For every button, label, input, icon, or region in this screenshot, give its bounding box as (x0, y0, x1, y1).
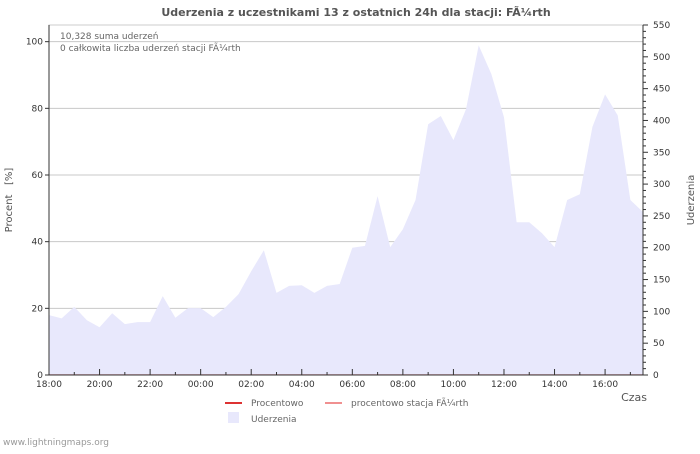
legend: Procentowo procentowo stacja FÃ¼rth Uder… (225, 398, 468, 425)
y-axis-left-label: Procent [%] (4, 168, 15, 233)
x-tick-label: 08:00 (390, 380, 416, 390)
annotation-station: 0 całkowita liczba uderzeń stacji FÃ¼rth (60, 43, 241, 54)
legend-swatch-uderzenia (228, 412, 239, 423)
legend-label-procentowo: Procentowo (251, 399, 304, 409)
right-tick-label: 500 (653, 53, 670, 63)
x-tick-label: 00:00 (188, 380, 214, 390)
left-tick-label: 80 (32, 104, 44, 114)
x-axis-label: Czas (621, 391, 647, 404)
x-tick-label: 06:00 (339, 380, 365, 390)
right-tick-label: 400 (653, 116, 670, 126)
left-tick-label: 40 (32, 238, 44, 248)
right-tick-label: 550 (653, 21, 670, 31)
left-tick-label: 20 (32, 304, 44, 314)
left-tick-label: 60 (32, 171, 44, 181)
x-tick-label: 22:00 (137, 380, 163, 390)
right-tick-label: 150 (653, 276, 670, 286)
right-tick-label: 300 (653, 180, 670, 190)
right-tick-label: 450 (653, 85, 670, 95)
right-tick-label: 100 (653, 307, 670, 317)
y-axis-right-label: Uderzenia (686, 175, 697, 226)
x-tick-label: 18:00 (36, 380, 62, 390)
left-tick-label: 100 (26, 38, 43, 48)
right-tick-label: 50 (653, 339, 665, 349)
right-tick-label: 350 (653, 148, 670, 158)
footer-link[interactable]: www.lightningmaps.org (3, 438, 109, 448)
x-tick-label: 02:00 (238, 380, 264, 390)
x-tick-label: 14:00 (542, 380, 568, 390)
right-tick-label: 200 (653, 244, 670, 254)
x-tick-label: 20:00 (87, 380, 113, 390)
legend-label-uderzenia: Uderzenia (251, 415, 297, 425)
x-tick-label: 10:00 (440, 380, 466, 390)
x-tick-label: 04:00 (289, 380, 315, 390)
x-tick-label: 16:00 (592, 380, 618, 390)
right-tick-label: 250 (653, 212, 670, 222)
x-tick-label: 12:00 (491, 380, 517, 390)
legend-label-procentowo-stacja: procentowo stacja FÃ¼rth (351, 398, 468, 409)
chart-title: Uderzenia z uczestnikami 13 z ostatnich … (161, 6, 550, 19)
annotation-total: 10,328 suma uderzeń (60, 32, 159, 42)
right-tick-label: 0 (653, 371, 659, 381)
